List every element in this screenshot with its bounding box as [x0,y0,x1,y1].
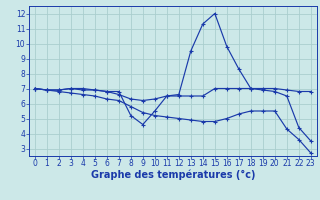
X-axis label: Graphe des températures (°c): Graphe des températures (°c) [91,170,255,180]
